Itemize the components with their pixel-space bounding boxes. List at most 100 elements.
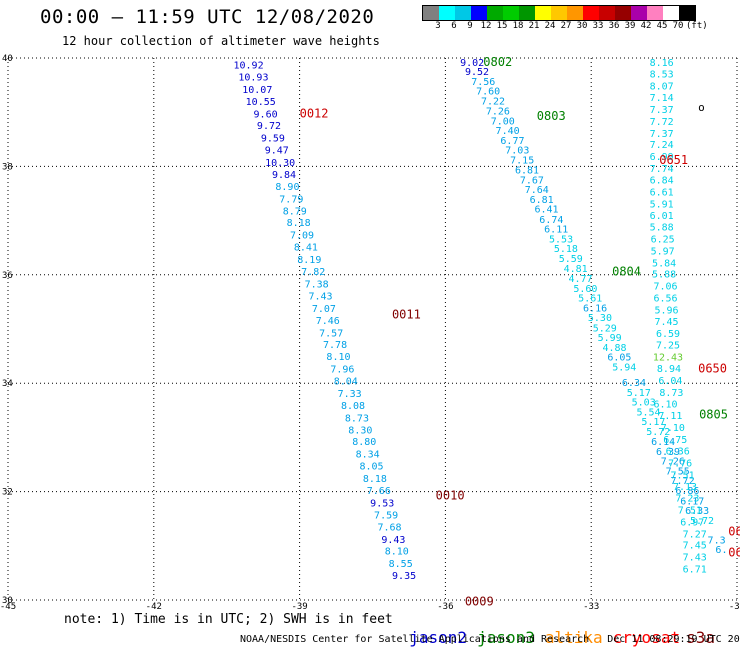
colorbar-swatch [455, 6, 471, 20]
wave-height-value: 5.17 [641, 417, 665, 428]
colorbar-label: 24 [544, 21, 556, 31]
map-subtitle: 12 hour collection of altimeter wave hei… [62, 34, 380, 48]
colorbar-label: 18 [512, 21, 524, 31]
wave-height-value: 8.73 [345, 413, 369, 424]
colorbar-swatch [535, 6, 551, 20]
wave-height-value: 7.07 [312, 304, 336, 315]
wave-height-value: 8.18 [287, 218, 311, 229]
lon-tick-label: -30 [729, 602, 740, 612]
wave-height-value: 8.90 [275, 182, 299, 193]
time-label: 06 [728, 525, 740, 539]
time-label: 0011 [392, 307, 421, 321]
colorbar-swatch [519, 6, 535, 20]
time-label: 0010 [436, 488, 465, 502]
colorbar-swatch [583, 6, 599, 20]
wave-height-value: 8.80 [352, 437, 376, 448]
wave-height-value: 6.61 [650, 187, 674, 198]
wave-height-value: 6.97 [680, 517, 704, 528]
wave-height-value: 6.74 [539, 215, 563, 226]
wave-height-value: 8.19 [297, 255, 321, 266]
wave-height-value: 7.43 [683, 553, 707, 564]
colorbar-swatch [663, 6, 679, 20]
wave-height-value: 9.47 [265, 146, 289, 157]
wave-height-value: 7.79 [279, 194, 303, 205]
legend-jason3: jason3 [477, 628, 535, 647]
wave-height-value: 5.53 [549, 234, 573, 245]
footer-credit: NOAA/NESDIS Center for Satellite Applica… [240, 634, 590, 645]
wave-height-value: 5.29 [593, 323, 617, 334]
wave-height-value: 6.39 [656, 447, 680, 458]
lat-tick-label: 34 [2, 379, 13, 389]
wave-height-value: 6.36 [666, 446, 690, 457]
wave-height-value: 7.03 [505, 146, 529, 157]
wave-height-value: 7.68 [377, 522, 401, 533]
lon-tick-label: -39 [291, 602, 307, 612]
wave-height-value: 7.45 [683, 541, 707, 552]
wave-height-value: 5.72 [646, 427, 670, 438]
wave-height-value: 7.11 [658, 411, 682, 422]
wave-height-value: 6.86 [675, 486, 699, 497]
wave-height-value: 7.59 [374, 510, 398, 521]
legend-s3a: s3a [686, 628, 715, 647]
wave-height-value: 6.10 [654, 399, 678, 410]
wave-height-value: 8.79 [283, 206, 307, 217]
colorbar-swatch [567, 6, 583, 20]
wave-height-value: 8.53 [650, 70, 674, 81]
time-label: 0803 [537, 109, 566, 123]
wave-height-value: 7.82 [301, 267, 325, 278]
time-label: 0802 [483, 55, 512, 69]
wave-height-value: 6.17 [680, 496, 704, 507]
footer-timestamp: Dec 11 08:29:19 UTC 2020 [607, 634, 740, 645]
wave-height-value: 6.81 [530, 195, 554, 206]
colorbar-swatch [551, 6, 567, 20]
wave-height-value: 8.41 [294, 243, 318, 254]
wave-height-value: 9.02 [460, 58, 484, 69]
colorbar-label: (ft) [686, 21, 708, 31]
wave-height-value: 6.71 [683, 565, 707, 576]
wave-height-value: 5.84 [652, 258, 676, 269]
colorbar-swatch [647, 6, 663, 20]
footer: NOAA/NESDIS Center for Satellite Applica… [240, 634, 740, 645]
colorbar-swatch [439, 6, 455, 20]
colorbar-label: 12 [480, 21, 492, 31]
wave-height-value: 7.38 [305, 279, 329, 290]
wave-height-value: 7.76 [668, 458, 692, 469]
wave-height-value: 4.81 [564, 264, 588, 275]
wave-height-value: 8.30 [348, 425, 372, 436]
wave-height-value: 7.10 [661, 423, 685, 434]
wave-height-value: 7.26 [661, 457, 685, 468]
wave-height-value: 7.60 [476, 87, 500, 98]
wave-height-value: 5.94 [612, 362, 636, 373]
wave-height-value: 5.88 [650, 223, 674, 234]
wave-height-value: 7.27 [683, 529, 707, 540]
wave-height-value: 8.10 [326, 352, 350, 363]
wave-height-value: 7.23 [675, 494, 699, 505]
wave-height-value: 6.05 [607, 353, 631, 364]
wave-height-value: 6. [715, 545, 727, 556]
lon-tick-label: -45 [0, 602, 16, 612]
wave-height-value: 6.56 [654, 294, 678, 305]
colorbar-swatch [423, 6, 439, 20]
lon-tick-label: -36 [437, 602, 453, 612]
wave-height-value: 6.81 [515, 166, 539, 177]
wave-height-value: 7.40 [496, 126, 520, 137]
wave-height-value: 9.84 [272, 170, 296, 181]
colorbar-swatch [487, 6, 503, 20]
colorbar-swatch [503, 6, 519, 20]
wave-height-value: 5.97 [651, 246, 675, 257]
wave-height-value: 7.37 [650, 129, 674, 140]
wave-height-value: 8.73 [659, 388, 683, 399]
wave-height-value: 7.14 [650, 93, 674, 104]
time-label: 0009 [465, 595, 494, 609]
wave-height-value: 10.07 [242, 85, 272, 96]
wave-height-value: 6.14 [651, 437, 675, 448]
wave-height-value: 7.45 [654, 317, 678, 328]
wave-height-value: 8.07 [650, 82, 674, 93]
colorbar-swatch [599, 6, 615, 20]
wave-height-value: 7.00 [491, 116, 515, 127]
lat-tick-label: 36 [2, 271, 13, 281]
wave-height-value: 7.64 [525, 185, 549, 196]
wave-height-value: 7.56 [471, 77, 495, 88]
colorbar-label: 6 [451, 21, 457, 31]
